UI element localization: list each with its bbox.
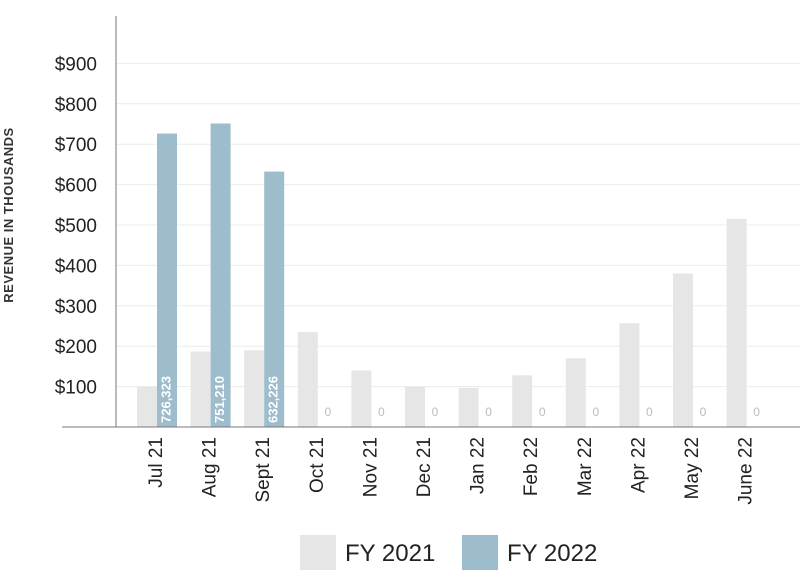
y-tick-label: $200	[55, 337, 97, 358]
bar-fy2021	[458, 387, 479, 427]
y-tick-label: $600	[55, 176, 97, 197]
bar-fy2022	[264, 171, 285, 427]
x-tick-labels: Jul 21 Aug 21 Sept 21 Oct 21 Nov 21 Dec 21 Jan…	[146, 437, 757, 505]
x-tick-label: June 22	[736, 437, 757, 505]
bar-fy2021	[190, 351, 211, 427]
y-tick-label: $300	[55, 297, 97, 318]
bar-fy2021	[726, 218, 747, 427]
bar-fy2021	[297, 332, 318, 427]
y-tick-label: $800	[55, 95, 97, 116]
data-label-zero: 0	[378, 405, 385, 419]
data-label-zero: 0	[646, 405, 653, 419]
legend-swatch-fy2021	[300, 535, 336, 570]
x-tick-label: May 22	[682, 437, 703, 499]
bar-fy2021	[673, 273, 693, 427]
x-tick-label: Jul 21	[146, 437, 167, 488]
x-tick-label: Nov 21	[360, 437, 381, 497]
data-label: 632,226	[266, 376, 281, 423]
x-tick-label: Dec 21	[414, 437, 435, 497]
bars: 726,323 751,210 632,226 0 0 0 0 0 0 0 0 0	[137, 123, 760, 428]
bar-fy2021	[565, 358, 586, 427]
bar-fy2021	[244, 350, 265, 427]
y-tick-label: $500	[55, 216, 97, 237]
x-tick-label: Oct 21	[307, 437, 328, 493]
legend-label-fy2022: FY 2022	[507, 540, 597, 567]
x-tick-label: Sept 21	[253, 437, 274, 503]
legend-swatch-fy2022	[462, 535, 498, 570]
legend: FY 2021 FY 2022	[300, 535, 597, 570]
y-tick-labels: $100 $200 $300 $400 $500 $600 $700 $800 $900	[55, 54, 97, 398]
y-tick-label: $700	[55, 135, 97, 156]
x-tick-label: Feb 22	[521, 437, 542, 496]
bar-fy2022	[157, 133, 177, 428]
bar-fy2021	[512, 375, 533, 427]
bar-fy2021	[351, 370, 372, 427]
data-label-zero: 0	[485, 405, 492, 419]
y-tick-label: $400	[55, 256, 97, 277]
x-tick-label: Mar 22	[575, 437, 596, 496]
y-tick-label: $100	[55, 378, 97, 399]
bar-fy2022	[210, 123, 231, 427]
legend-label-fy2021: FY 2021	[345, 540, 435, 567]
data-label: 726,323	[158, 376, 173, 423]
y-axis-label: REVENUE IN THOUSANDS	[1, 127, 16, 302]
bar-fy2021	[619, 323, 640, 427]
bar-fy2021	[137, 386, 157, 427]
bar-fy2021	[405, 386, 425, 427]
data-label-zero: 0	[539, 405, 546, 419]
data-label-zero: 0	[592, 405, 599, 419]
x-tick-label: Jan 22	[468, 437, 489, 494]
x-tick-label: Aug 21	[200, 437, 221, 497]
x-tick-label: Apr 22	[628, 437, 649, 493]
data-label-zero: 0	[432, 405, 439, 419]
data-label: 751,210	[212, 376, 227, 423]
data-label-zero: 0	[753, 405, 760, 419]
y-tick-label: $900	[55, 54, 97, 75]
data-label-zero: 0	[324, 405, 331, 419]
data-label-zero: 0	[700, 405, 707, 419]
